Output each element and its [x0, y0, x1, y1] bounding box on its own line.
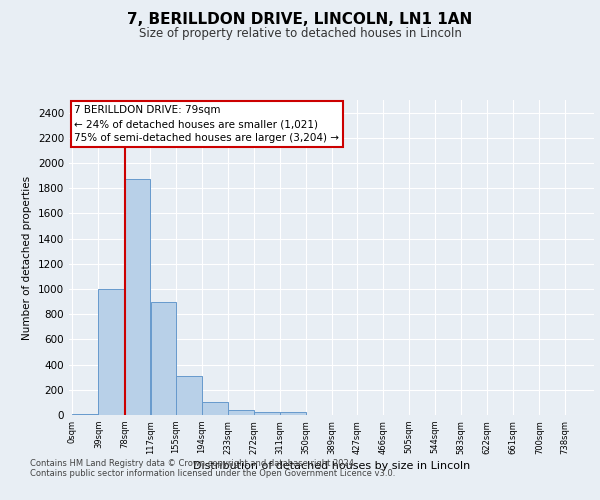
Bar — [73, 414, 98, 415]
Text: 7, BERILLDON DRIVE, LINCOLN, LN1 1AN: 7, BERILLDON DRIVE, LINCOLN, LN1 1AN — [127, 12, 473, 28]
Text: 7 BERILLDON DRIVE: 79sqm
← 24% of detached houses are smaller (1,021)
75% of sem: 7 BERILLDON DRIVE: 79sqm ← 24% of detach… — [74, 105, 340, 143]
Bar — [228, 410, 254, 415]
Bar — [202, 402, 227, 415]
Bar — [151, 302, 176, 415]
Y-axis label: Number of detached properties: Number of detached properties — [22, 176, 32, 340]
Bar — [176, 376, 202, 415]
X-axis label: Distribution of detached houses by size in Lincoln: Distribution of detached houses by size … — [193, 461, 470, 471]
Bar — [254, 412, 280, 415]
Text: Contains public sector information licensed under the Open Government Licence v3: Contains public sector information licen… — [30, 468, 395, 477]
Text: Size of property relative to detached houses in Lincoln: Size of property relative to detached ho… — [139, 28, 461, 40]
Text: Contains HM Land Registry data © Crown copyright and database right 2024.: Contains HM Land Registry data © Crown c… — [30, 458, 356, 468]
Bar — [124, 180, 150, 415]
Bar — [280, 412, 305, 415]
Bar — [98, 289, 124, 415]
